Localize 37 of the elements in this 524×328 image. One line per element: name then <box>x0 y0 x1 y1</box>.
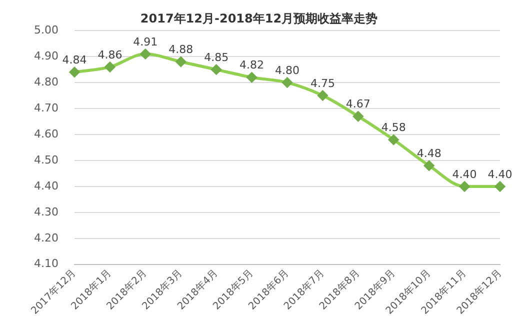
point <box>424 160 434 171</box>
chart-title: 2017年12月-2018年12月预期收益率走势 <box>140 12 378 26</box>
point <box>211 64 222 75</box>
point <box>353 111 364 122</box>
data-label: 4.82 <box>240 58 264 72</box>
point <box>176 56 186 67</box>
y-tick-label: 4.70 <box>34 101 58 114</box>
y-tick-label: 4.30 <box>34 205 58 218</box>
point <box>104 62 115 72</box>
point <box>460 181 470 192</box>
point <box>69 67 80 78</box>
point <box>388 134 399 145</box>
data-label: 4.91 <box>133 35 158 48</box>
y-tick-label: 4.50 <box>34 153 58 166</box>
point <box>318 90 328 101</box>
data-label: 4.86 <box>98 48 122 62</box>
data-label: 4.80 <box>274 64 300 77</box>
data-label: 4.67 <box>346 98 370 111</box>
point <box>246 72 257 82</box>
y-tick-label: 4.40 <box>34 179 58 192</box>
y-tick-label: 4.20 <box>34 231 58 244</box>
y-tick-label: 4.80 <box>34 75 58 88</box>
data-label: 4.40 <box>452 168 477 181</box>
data-label: 4.88 <box>168 43 194 56</box>
data-label: 4.75 <box>310 76 335 90</box>
y-tick-label: 4.10 <box>34 257 58 270</box>
data-label: 4.84 <box>62 54 87 67</box>
y-tick-label: 5.00 <box>34 23 58 36</box>
data-label: 4.85 <box>204 50 229 64</box>
point <box>495 181 505 192</box>
data-label: 4.48 <box>416 147 442 160</box>
point <box>282 78 292 88</box>
data-label: 4.58 <box>381 121 406 134</box>
point <box>140 48 150 59</box>
y-tick-label: 4.90 <box>34 49 58 62</box>
data-label: 4.40 <box>488 168 512 181</box>
y-tick-label: 4.60 <box>34 127 58 140</box>
